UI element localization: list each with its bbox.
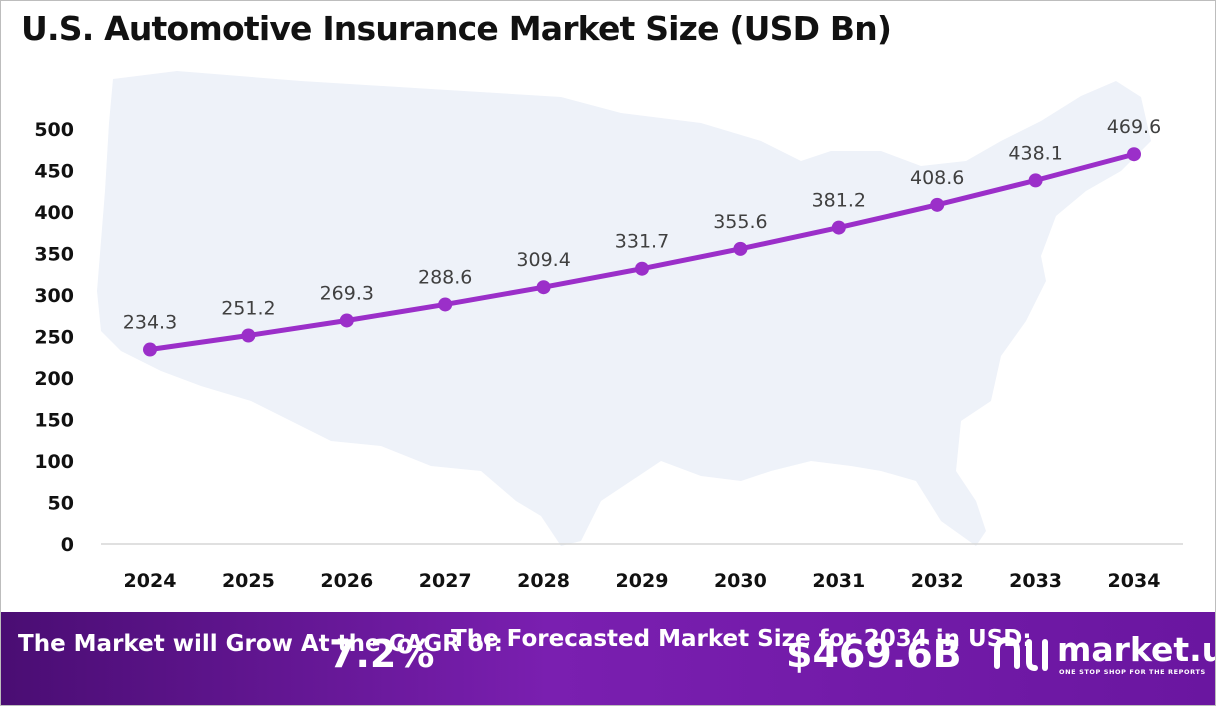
x-tick-label: 2030	[714, 570, 767, 592]
summary-banner: The Market will Grow At the CAGR of: 7.2…	[1, 612, 1215, 705]
cagr-value: 7.2%	[329, 632, 435, 676]
forecast-label: The Forecasted Market Size for 2034 in U…	[451, 626, 1032, 652]
data-point	[536, 280, 551, 295]
data-label: 288.6	[418, 266, 472, 288]
y-axis-tick-labels: 0 50 100 150 200 250 300 350 400 450 500	[34, 119, 74, 556]
chart-title: U.S. Automotive Insurance Market Size (U…	[21, 9, 892, 48]
y-tick-label: 450	[34, 161, 74, 183]
y-tick-label: 200	[34, 368, 74, 390]
y-tick-label: 0	[61, 534, 74, 556]
y-tick-label: 150	[34, 410, 74, 432]
data-point	[143, 342, 157, 357]
x-tick-label: 2034	[1108, 570, 1161, 592]
x-tick-label: 2033	[1009, 570, 1062, 592]
brand-tagline: ONE STOP SHOP FOR THE REPORTS	[1059, 668, 1206, 676]
y-tick-label: 300	[34, 285, 74, 307]
y-tick-label: 50	[48, 493, 74, 515]
data-label: 408.6	[910, 167, 964, 189]
data-label: 269.3	[320, 282, 374, 304]
x-axis-tick-labels: 2024 2025 2026 2027 2028 2029 2030 2031 2032 2033…	[124, 570, 1161, 592]
y-tick-label: 350	[34, 244, 74, 266]
data-label: 381.2	[812, 190, 866, 212]
y-tick-label: 250	[34, 327, 74, 349]
data-point	[930, 197, 945, 212]
x-tick-label: 2026	[320, 570, 373, 592]
data-label: 251.2	[221, 298, 275, 320]
y-tick-label: 400	[34, 202, 74, 224]
x-tick-label: 2025	[222, 570, 275, 592]
data-point	[733, 241, 748, 256]
x-tick-label: 2024	[124, 570, 177, 592]
data-point	[1028, 173, 1043, 188]
x-tick-label: 2028	[517, 570, 570, 592]
data-point	[438, 297, 453, 312]
x-tick-label: 2029	[616, 570, 669, 592]
data-point	[241, 328, 256, 343]
cagr-label: The Market will Grow At the CAGR of:	[18, 631, 503, 657]
data-point	[1127, 147, 1141, 162]
data-points	[143, 147, 1141, 357]
data-label: 331.7	[615, 231, 669, 253]
data-point	[635, 261, 649, 276]
data-labels: 234.3 251.2 269.3 288.6 309.4 331.7 355.6 381.2…	[123, 116, 1161, 333]
data-label: 234.3	[123, 312, 177, 334]
y-tick-label: 500	[34, 119, 74, 141]
data-label: 438.1	[1008, 142, 1062, 164]
x-tick-label: 2032	[911, 570, 964, 592]
data-label: 355.6	[713, 211, 767, 233]
x-tick-label: 2031	[812, 570, 865, 592]
usa-map-silhouette	[97, 71, 1151, 546]
data-point	[831, 220, 846, 235]
brand-name: market.us	[1057, 630, 1215, 669]
data-label: 309.4	[516, 249, 570, 271]
x-tick-label: 2027	[419, 570, 472, 592]
data-label: 469.6	[1107, 116, 1161, 138]
forecast-value: $469.6B	[786, 632, 962, 676]
market-us-logo-icon	[994, 636, 1048, 671]
data-point	[339, 313, 354, 328]
y-tick-label: 100	[34, 451, 74, 473]
